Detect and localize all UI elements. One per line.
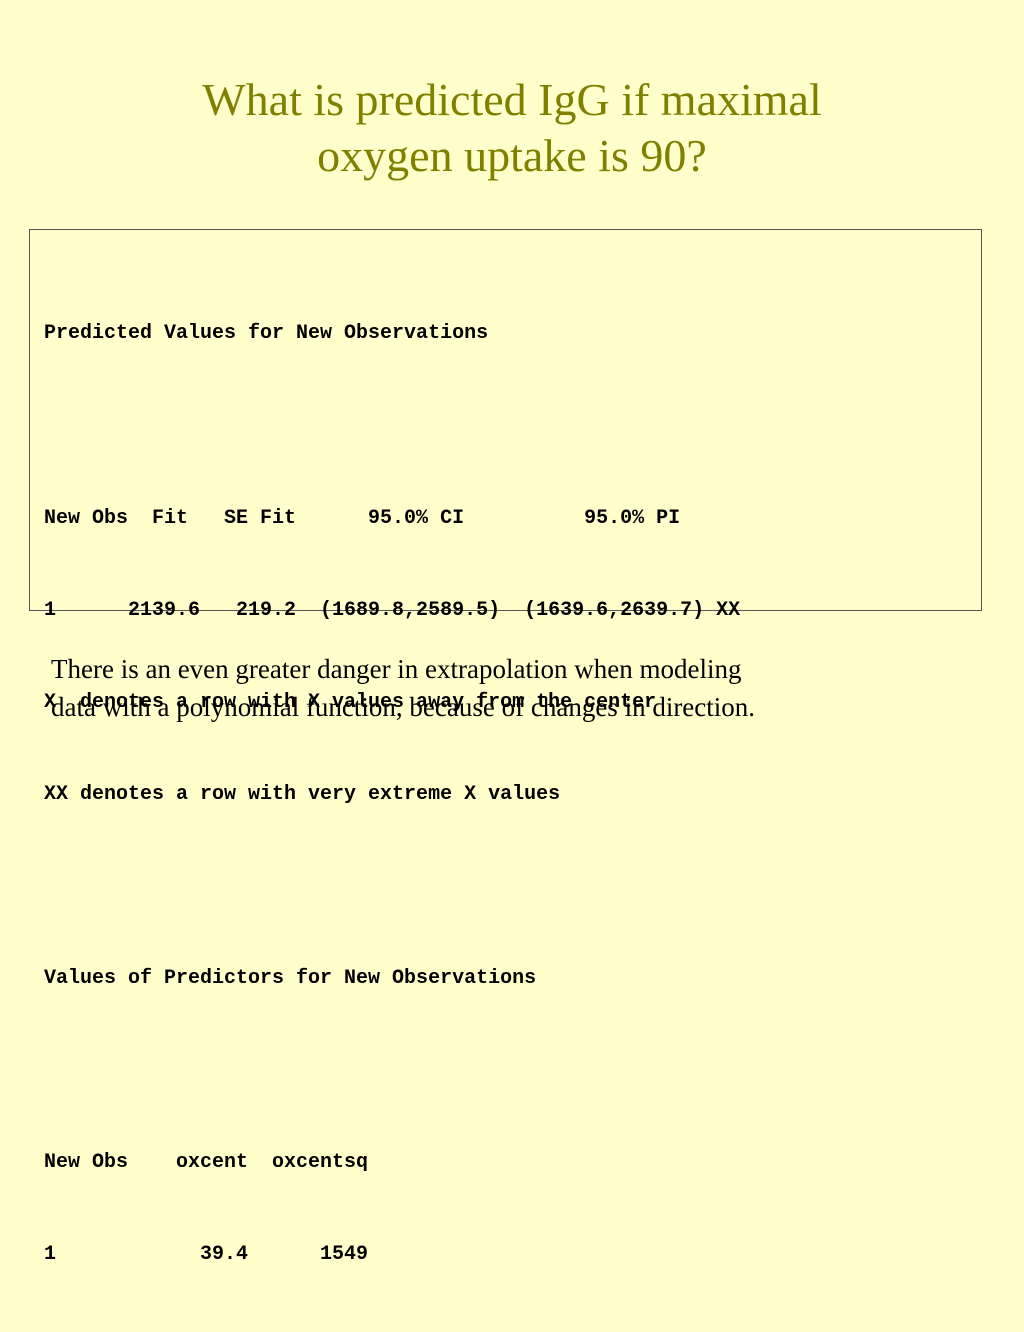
slide-title-line-2: oxygen uptake is 90?: [317, 130, 707, 181]
slide-caption-line-1: There is an even greater danger in extra…: [51, 654, 742, 684]
output-predictor-data-row: 1 39.4 1549: [44, 1243, 369, 1267]
slide-title-line-1: What is predicted IgG if maximal: [202, 74, 822, 125]
output-blank-line: [44, 872, 740, 903]
output-prediction-data-row: 1 2139.6 219.2 (1689.8,2589.5) (1639.6,2…: [44, 598, 741, 622]
output-prediction-header-row: New Obs Fit SE Fit 95.0% CI 95.0% PI: [44, 506, 681, 530]
regression-output-text: Predicted Values for New Observations Ne…: [44, 258, 740, 1332]
output-note-xx: XX denotes a row with very extreme X val…: [44, 782, 561, 806]
output-blank-line: [44, 1056, 740, 1087]
output-predictor-header-row: New Obs oxcent oxcentsq: [44, 1151, 369, 1175]
slide-caption: There is an even greater danger in extra…: [51, 650, 991, 726]
regression-output-box: Predicted Values for New Observations Ne…: [29, 229, 982, 1266]
output-note-x: X denotes a row with X values away from …: [44, 690, 657, 714]
output-blank-line: [44, 412, 740, 443]
output-heading-predicted-values: Predicted Values for New Observations: [44, 322, 489, 346]
slide-title: What is predicted IgG if maximal oxygen …: [0, 72, 1024, 184]
output-heading-predictor-values: Values of Predictors for New Observation…: [44, 967, 537, 991]
slide-caption-line-2: data with a polynomial function, because…: [51, 692, 756, 722]
